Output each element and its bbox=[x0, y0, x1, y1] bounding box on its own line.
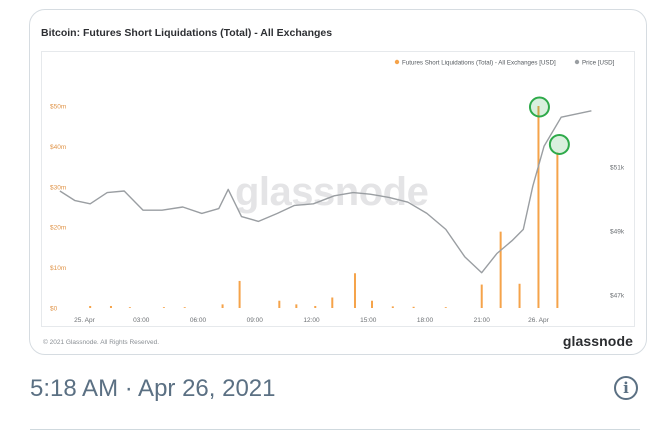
legend-marker-liquidations bbox=[394, 59, 400, 65]
x-tick-label: 26. Apr bbox=[528, 317, 549, 324]
x-tick-label: 25. Apr bbox=[74, 317, 95, 324]
bar-liquidation-15 bbox=[444, 307, 447, 308]
y-left-tick-label: $0 bbox=[50, 306, 58, 313]
chart-title: Bitcoin: Futures Short Liquidations (Tot… bbox=[41, 27, 333, 39]
y-right-tick-label: $47k bbox=[610, 293, 625, 300]
bar-liquidation-11 bbox=[353, 273, 356, 308]
x-tick-label: 21:00 bbox=[474, 317, 491, 324]
bar-liquidation-4 bbox=[183, 307, 186, 308]
price-line bbox=[59, 110, 592, 274]
x-tick-label: 15:00 bbox=[360, 317, 377, 324]
legend-label-liquidations: Futures Short Liquidations (Total) - All… bbox=[402, 60, 556, 67]
bar-liquidation-20 bbox=[556, 152, 559, 308]
x-tick-label: 06:00 bbox=[190, 317, 207, 324]
x-tick-label: 03:00 bbox=[133, 317, 150, 324]
y-left-tick-label: $10m bbox=[50, 265, 66, 272]
divider bbox=[30, 429, 640, 430]
bar-liquidation-2 bbox=[128, 307, 131, 308]
bar-liquidation-8 bbox=[295, 304, 298, 308]
brand-logo[interactable]: glassnode bbox=[562, 333, 633, 349]
tweet-timestamp[interactable]: 5:18 AM · Apr 26, 2021 bbox=[30, 375, 276, 402]
bar-liquidation-1 bbox=[109, 305, 112, 308]
highlight-circle-1 bbox=[548, 133, 570, 155]
plot-frame bbox=[41, 51, 635, 327]
bar-liquidation-6 bbox=[238, 280, 241, 308]
info-icon[interactable]: i bbox=[614, 376, 638, 400]
copyright-text: © 2021 Glassnode. All Rights Reserved. bbox=[43, 339, 160, 346]
bar-liquidation-19 bbox=[537, 106, 540, 308]
bar-liquidation-3 bbox=[162, 307, 165, 308]
x-tick-label: 18:00 bbox=[417, 317, 434, 324]
x-tick-label: 09:00 bbox=[247, 317, 264, 324]
bar-liquidation-7 bbox=[278, 300, 281, 308]
bar-liquidation-0 bbox=[89, 305, 92, 308]
y-left-tick-label: $50m bbox=[50, 104, 66, 111]
chart-card: Bitcoin: Futures Short Liquidations (Tot… bbox=[29, 9, 647, 355]
bar-liquidation-18 bbox=[518, 283, 521, 308]
legend-marker-price bbox=[574, 59, 580, 65]
bar-liquidation-10 bbox=[331, 297, 334, 308]
bar-liquidation-17 bbox=[499, 231, 502, 308]
bar-liquidation-12 bbox=[371, 300, 374, 308]
bar-liquidation-13 bbox=[391, 306, 394, 308]
y-right-tick-label: $49k bbox=[610, 229, 625, 236]
bar-liquidation-5 bbox=[221, 304, 224, 308]
y-left-tick-label: $40m bbox=[50, 144, 66, 151]
bar-liquidation-9 bbox=[314, 305, 317, 308]
y-left-tick-label: $20m bbox=[50, 225, 66, 232]
highlight-circle-0 bbox=[528, 96, 550, 118]
legend-label-price: Price [USD] bbox=[582, 60, 615, 67]
chart-canvas: Futures Short Liquidations (Total) - All… bbox=[50, 59, 625, 325]
y-right-tick-label: $51k bbox=[610, 164, 625, 171]
bar-liquidation-16 bbox=[480, 284, 483, 308]
x-tick-label: 12:00 bbox=[303, 317, 320, 324]
y-left-tick-label: $30m bbox=[50, 184, 66, 191]
bar-liquidation-14 bbox=[412, 306, 415, 308]
